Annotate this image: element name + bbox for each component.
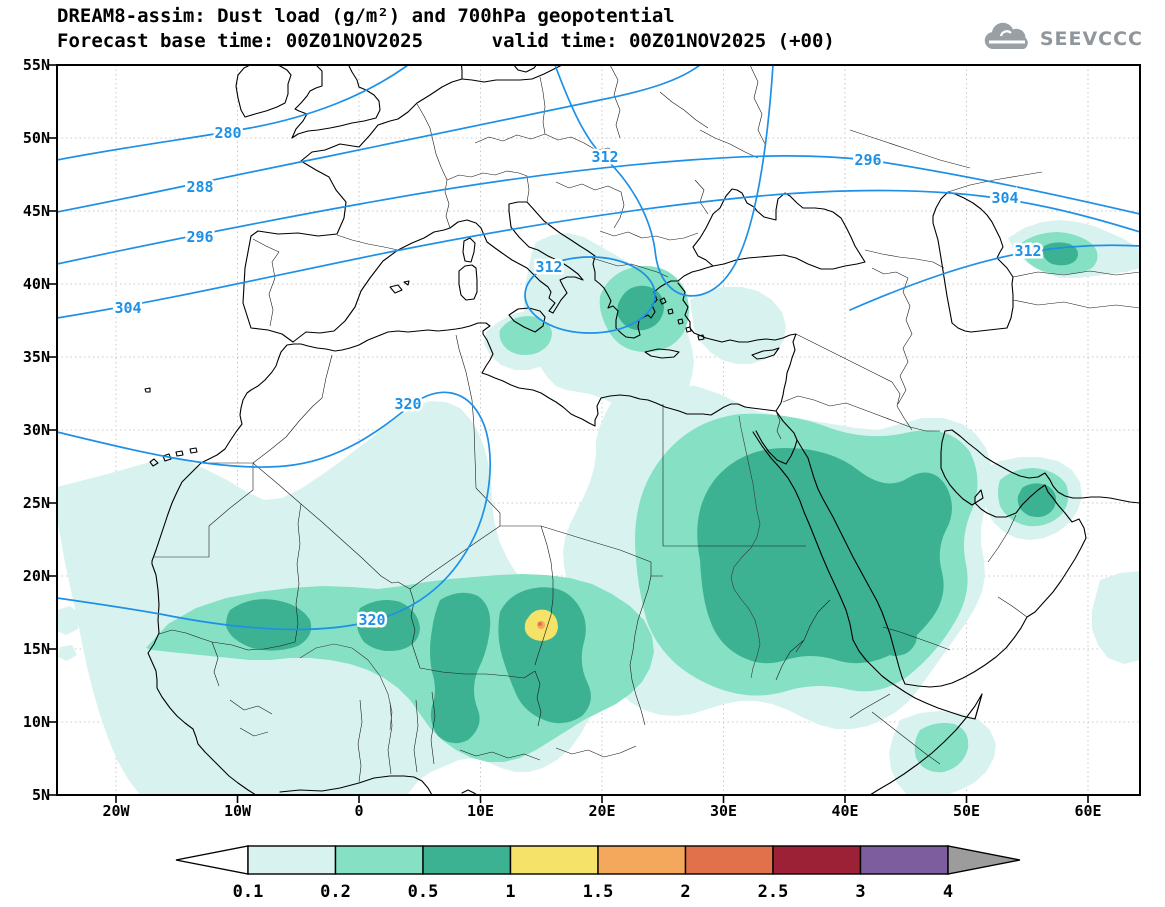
colorbar-tick-label: 1.5 <box>583 882 614 902</box>
lat-tick-label: 10N <box>22 713 50 731</box>
lon-tick-label: 20E <box>588 802 616 820</box>
lat-tick-label: 50N <box>22 129 50 147</box>
colorbar-segment <box>509 845 599 875</box>
geopotential-label: 296 <box>854 151 881 169</box>
colorbar: 0.1 0.2 0.5 1 1.5 2 2.5 3 4 <box>175 845 1021 902</box>
geopotential-label: 304 <box>114 299 141 317</box>
colorbar-segment <box>334 845 424 875</box>
lon-tick-label: 30E <box>709 802 738 820</box>
lat-tick-label: 30N <box>22 421 50 439</box>
geopotential-contour-labels: 280 288 296 296 304 304 312 312 312 320 320 <box>112 122 1044 632</box>
geopotential-label: 320 <box>358 611 385 629</box>
colorbar-tick-label: 0.1 <box>233 882 264 902</box>
colorbar-left-arrow <box>175 845 249 875</box>
colorbar-segment <box>597 845 687 875</box>
lon-tick-label: 0 <box>354 802 364 820</box>
colorbar-segment <box>247 845 337 875</box>
geopotential-label: 320 <box>394 395 421 413</box>
colorbar-segment <box>772 845 862 875</box>
colorbar-tick-label: 0.5 <box>408 882 439 902</box>
geopotential-label: 304 <box>991 189 1018 207</box>
chart-subtitle: Forecast base time: 00Z01NOV2025 valid t… <box>57 30 835 52</box>
axis-ticks <box>49 64 1089 803</box>
geopotential-label: 312 <box>535 258 562 276</box>
seevccc-logo: SEEVCCC <box>981 22 1143 56</box>
geopotential-label: 288 <box>186 178 213 196</box>
geopotential-label: 296 <box>186 228 213 246</box>
country-borders <box>154 65 1140 783</box>
lon-tick-label: 60E <box>1074 802 1102 820</box>
chart-title: DREAM8-assim: Dust load (g/m²) and 700hP… <box>57 5 675 27</box>
seevccc-logo-text: SEEVCCC <box>1039 28 1143 50</box>
colorbar-tick-label: 2.5 <box>758 882 789 902</box>
map-frame <box>56 64 1141 796</box>
colorbar-tick-label: 4 <box>943 882 953 902</box>
colorbar-tick-label: 0.2 <box>320 882 351 902</box>
lat-tick-label: 25N <box>22 494 50 512</box>
seevccc-cloud-icon <box>984 22 1028 49</box>
colorbar-right-arrow <box>947 845 1021 875</box>
lon-tick-label: 50E <box>952 802 981 820</box>
colorbar-tick-label: 1 <box>505 882 515 902</box>
geopotential-label: 312 <box>1014 242 1041 260</box>
lat-tick-label: 20N <box>22 567 50 585</box>
lat-tick-label: 55N <box>22 56 50 74</box>
lat-tick-label: 40N <box>22 275 50 293</box>
geopotential-label: 312 <box>591 148 618 166</box>
lat-tick-label: 5N <box>31 786 50 804</box>
colorbar-tick-label: 2 <box>680 882 690 902</box>
lon-tick-label: 10W <box>223 802 252 820</box>
lat-tick-label: 15N <box>22 640 50 658</box>
lat-tick-label: 35N <box>22 348 50 366</box>
lat-tick-label: 45N <box>22 202 50 220</box>
colorbar-segment <box>684 845 774 875</box>
dust-load-fill-contours <box>57 220 1140 795</box>
colorbar-segment <box>422 845 512 875</box>
lon-tick-label: 20W <box>102 802 130 820</box>
lon-tick-label: 10E <box>466 802 495 820</box>
colorbar-tick-label: 3 <box>855 882 865 902</box>
colorbar-segment <box>859 845 949 875</box>
geopotential-label: 280 <box>214 124 241 142</box>
geopotential-contours <box>57 65 1140 631</box>
lon-tick-label: 40E <box>831 802 859 820</box>
